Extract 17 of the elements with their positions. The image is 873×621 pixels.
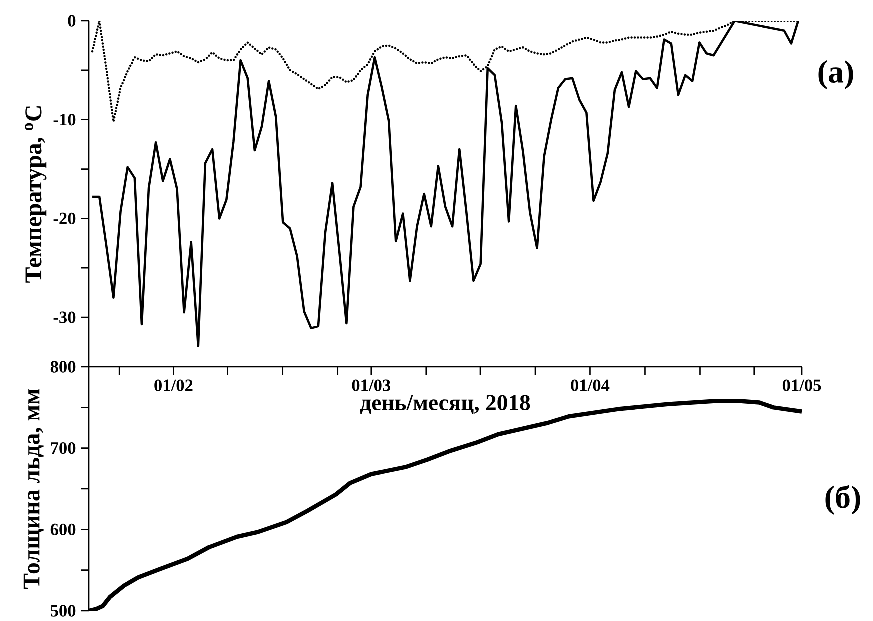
y-axis-title: Температура, $^{o}$C — [25, 106, 47, 283]
x-tick-label: 01/05 — [782, 380, 822, 392]
x-tick-label: 01/04 — [571, 380, 610, 392]
y-tick-label: 700 — [51, 442, 76, 454]
text: (a) — [818, 60, 854, 90]
x-axis-title: день/месяц, 2018 — [360, 395, 530, 414]
y-tick-label: 0 — [68, 15, 76, 27]
y-tick-label: -20 — [54, 212, 76, 224]
y-tick-label: 800 — [50, 361, 76, 373]
text: (б) — [826, 485, 860, 515]
y-tick-label: 600 — [50, 524, 76, 536]
y-tick-label: -10 — [54, 114, 76, 126]
y-tick-label: 500 — [50, 605, 76, 617]
y-tick-label: -30 — [54, 312, 76, 324]
x-tick-label: 01/02 — [154, 380, 193, 392]
y-axis-title: Толщина льда, мм — [24, 389, 44, 589]
x-tick-label: 01/03 — [352, 380, 391, 392]
